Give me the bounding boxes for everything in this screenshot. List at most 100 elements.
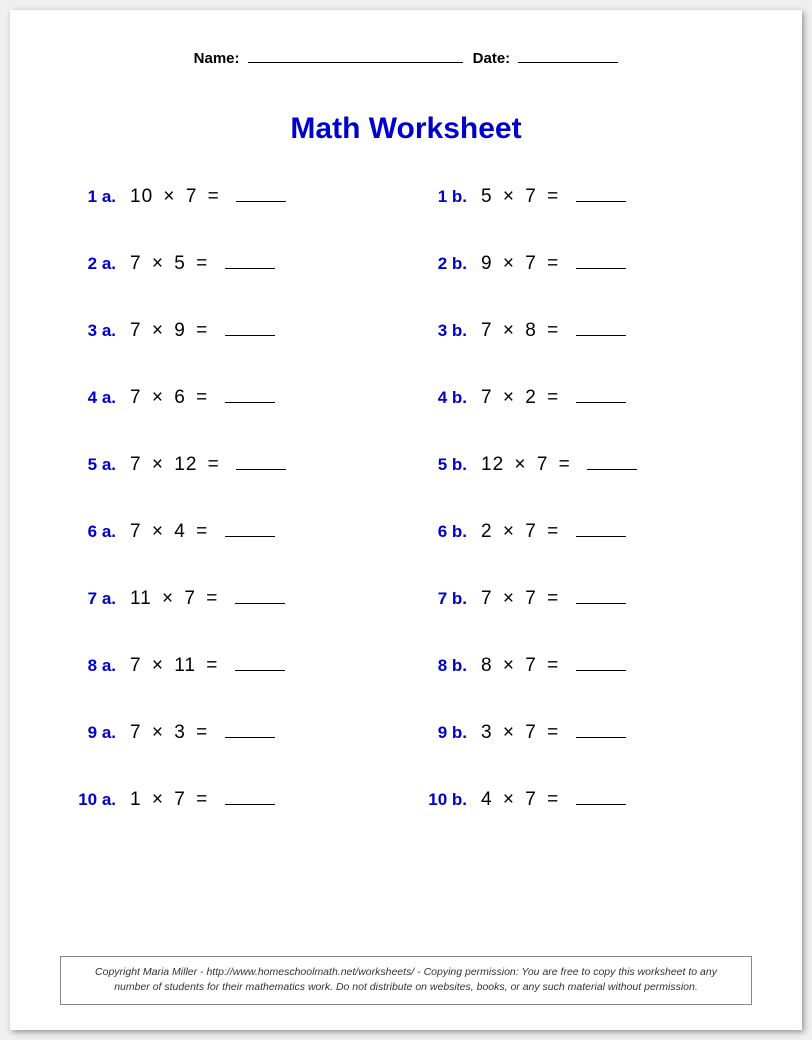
answer-blank (576, 603, 626, 604)
problem: 5 b.12 × 7 = (421, 454, 742, 476)
problem-label: 7 b. (421, 589, 481, 609)
equals-sign: = (543, 186, 563, 207)
operand-a: 7 (130, 387, 142, 408)
operand-b: 11 (174, 655, 196, 676)
equals-sign: = (204, 186, 224, 207)
multiply-operator: × (499, 588, 519, 609)
date-label-text: Date: (473, 50, 511, 67)
operand-a: 7 (481, 320, 493, 341)
problem-expression: 8 × 7 = (481, 655, 626, 677)
answer-blank (576, 536, 626, 537)
problem: 10 a.1 × 7 = (70, 789, 391, 811)
footer-copyright: Copyright Maria Miller - http://www.home… (60, 956, 752, 1006)
problem-label: 10 a. (70, 790, 130, 810)
equals-sign: = (543, 521, 563, 542)
name-blank (248, 62, 463, 63)
equals-sign: = (543, 588, 563, 609)
answer-blank (236, 469, 286, 470)
problem: 2 b.9 × 7 = (421, 253, 742, 275)
problem-label: 5 b. (421, 455, 481, 475)
operand-b: 7 (525, 655, 537, 676)
answer-blank (236, 201, 286, 202)
date-label: Date: (473, 50, 619, 67)
problem-expression: 7 × 11 = (130, 655, 285, 677)
operand-a: 7 (130, 521, 142, 542)
equals-sign: = (192, 320, 212, 341)
operand-a: 5 (481, 186, 493, 207)
answer-blank (225, 737, 275, 738)
operand-a: 1 (130, 789, 142, 810)
answer-blank (576, 335, 626, 336)
operand-a: 3 (481, 722, 493, 743)
operand-b: 7 (537, 454, 549, 475)
answer-blank (576, 402, 626, 403)
problem-expression: 7 × 4 = (130, 521, 275, 543)
problem: 5 a.7 × 12 = (70, 454, 391, 476)
problem: 3 b.7 × 8 = (421, 320, 742, 342)
operand-a: 10 (130, 186, 153, 207)
equals-sign: = (192, 789, 212, 810)
problem: 8 a.7 × 11 = (70, 655, 391, 677)
problem: 10 b.4 × 7 = (421, 789, 742, 811)
problem: 7 a.11 × 7 = (70, 588, 391, 610)
operand-b: 3 (174, 722, 186, 743)
multiply-operator: × (148, 789, 168, 810)
answer-blank (576, 670, 626, 671)
multiply-operator: × (148, 253, 168, 274)
equals-sign: = (192, 253, 212, 274)
equals-sign: = (192, 722, 212, 743)
answer-blank (587, 469, 637, 470)
equals-sign: = (202, 655, 222, 676)
answer-blank (576, 804, 626, 805)
problems-grid: 1 a.10 × 7 = 1 b.5 × 7 = 2 a.7 × 5 = 2 b… (60, 186, 752, 811)
operand-a: 7 (130, 320, 142, 341)
multiply-operator: × (499, 320, 519, 341)
multiply-operator: × (499, 186, 519, 207)
problem-label: 6 b. (421, 522, 481, 542)
problem-expression: 10 × 7 = (130, 186, 286, 208)
operand-a: 9 (481, 253, 493, 274)
date-blank (518, 62, 618, 63)
problem: 9 a.7 × 3 = (70, 722, 391, 744)
problem: 6 a.7 × 4 = (70, 521, 391, 543)
worksheet-page: Name: Date: Math Worksheet 1 a.10 × 7 = … (10, 10, 802, 1030)
problem-label: 8 a. (70, 656, 130, 676)
problem: 1 b.5 × 7 = (421, 186, 742, 208)
name-label: Name: (194, 50, 463, 67)
operand-b: 7 (525, 588, 537, 609)
operand-b: 8 (525, 320, 537, 341)
answer-blank (235, 670, 285, 671)
operand-b: 7 (174, 789, 186, 810)
answer-blank (225, 536, 275, 537)
problem-expression: 7 × 12 = (130, 454, 286, 476)
equals-sign: = (555, 454, 575, 475)
problem-label: 4 a. (70, 388, 130, 408)
operand-a: 7 (130, 454, 142, 475)
multiply-operator: × (499, 387, 519, 408)
problem-expression: 12 × 7 = (481, 454, 637, 476)
operand-b: 7 (525, 186, 537, 207)
problem: 9 b.3 × 7 = (421, 722, 742, 744)
operand-b: 7 (184, 588, 196, 609)
multiply-operator: × (159, 186, 179, 207)
equals-sign: = (204, 454, 224, 475)
equals-sign: = (192, 387, 212, 408)
problem: 3 a.7 × 9 = (70, 320, 391, 342)
equals-sign: = (543, 253, 563, 274)
problem-expression: 2 × 7 = (481, 521, 626, 543)
problem-expression: 7 × 7 = (481, 588, 626, 610)
answer-blank (225, 804, 275, 805)
answer-blank (225, 402, 275, 403)
operand-a: 7 (130, 722, 142, 743)
answer-blank (225, 335, 275, 336)
operand-b: 2 (525, 387, 537, 408)
problem-label: 4 b. (421, 388, 481, 408)
problem-expression: 7 × 3 = (130, 722, 275, 744)
operand-a: 2 (481, 521, 493, 542)
answer-blank (225, 268, 275, 269)
worksheet-title: Math Worksheet (60, 112, 752, 146)
problem-expression: 7 × 5 = (130, 253, 275, 275)
operand-a: 7 (481, 387, 493, 408)
operand-b: 6 (174, 387, 186, 408)
problem-label: 9 a. (70, 723, 130, 743)
